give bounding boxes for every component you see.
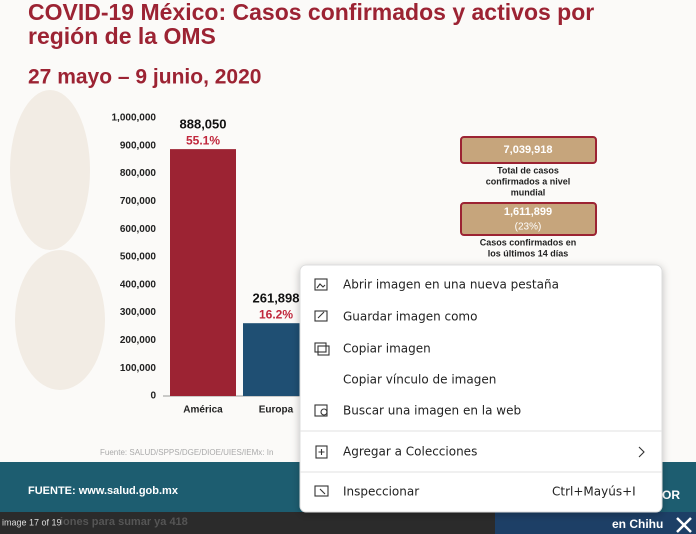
menu-item[interactable]: Buscar una imagen en la web <box>343 404 521 418</box>
slide-subtitle: 27 mayo – 9 junio, 2020 <box>28 66 261 89</box>
x-tick-label: Europa <box>259 405 294 416</box>
chart: 0 100,000 200,000 300,000 400,000 500,000 600,… <box>112 113 597 416</box>
share-label: 16.2% <box>259 307 293 321</box>
title-line: COVID-19 México: Casos confirmados y act… <box>28 0 594 25</box>
title-line: región de la OMS <box>28 23 216 49</box>
y-tick-label: 1,000,000 <box>112 113 157 124</box>
menu-item[interactable]: Copiar imagen <box>343 342 431 356</box>
y-tick-label: 100,000 <box>120 363 157 374</box>
slide-title: COVID-19 México: Casos confirmados y act… <box>28 0 594 49</box>
context-menu: Abrir imagen en una nueva pestaña Guardar… <box>299 264 663 513</box>
info-value: 1,611,899 <box>504 206 552 218</box>
x-tick-label: América <box>183 405 223 416</box>
source: Fuente: SALUD/SPPS/DGE/DIOE/UIES/IEMx: I… <box>100 448 273 457</box>
menu-shortcut: Ctrl+Mayús+I <box>552 485 636 499</box>
y-tick-label: 900,000 <box>120 140 157 151</box>
info-caption: los últimos 14 días <box>488 248 569 258</box>
viewer-counter: image 17 of 19 <box>2 517 62 527</box>
menu-items: Abrir imagen en una nueva pestaña Guardar… <box>343 278 559 499</box>
y-tick-label: 600,000 <box>120 224 157 235</box>
menu-icons <box>314 278 645 497</box>
close-button[interactable] <box>676 517 692 533</box>
viewer-caption: iones para sumar ya 418 <box>60 516 188 528</box>
menu-item[interactable]: Guardar imagen como <box>343 310 477 324</box>
info-caption: Total de casos <box>497 165 559 175</box>
footer-right: OR <box>662 488 680 502</box>
y-tick-label: 700,000 <box>120 196 157 207</box>
menu-panel <box>299 264 663 513</box>
side-panel <box>495 512 696 534</box>
info-box <box>460 136 597 164</box>
y-tick-label: 400,000 <box>120 279 157 290</box>
info-caption: confirmados a nivel <box>486 176 571 186</box>
y-tick-label: 0 <box>150 391 156 402</box>
y-tick-label: 800,000 <box>120 168 157 179</box>
info-caption: Casos confirmados en <box>480 237 577 247</box>
info-value: 7,039,918 <box>504 144 553 156</box>
share-label: 55.1% <box>186 133 220 147</box>
info-box <box>460 202 597 236</box>
side-text: en Chihu <box>612 517 663 531</box>
y-tick-label: 300,000 <box>120 307 157 318</box>
bar <box>243 323 300 396</box>
y-tick-label: 500,000 <box>120 252 157 263</box>
menu-item[interactable]: Abrir imagen en una nueva pestaña <box>343 278 559 292</box>
info-caption: mundial <box>511 187 546 197</box>
value-label: 261,898 <box>253 291 300 306</box>
footer-text: FUENTE: www.salud.gob.mx <box>28 485 179 497</box>
decoration <box>10 90 105 390</box>
bar <box>170 149 236 396</box>
menu-item[interactable]: Inspeccionar <box>343 485 419 499</box>
info-share: (23%) <box>515 222 542 233</box>
y-tick-label: 200,000 <box>120 335 157 346</box>
value-label: 888,050 <box>180 117 227 132</box>
menu-item[interactable]: Agregar a Colecciones <box>343 445 477 459</box>
menu-item[interactable]: Copiar vínculo de imagen <box>343 373 496 387</box>
